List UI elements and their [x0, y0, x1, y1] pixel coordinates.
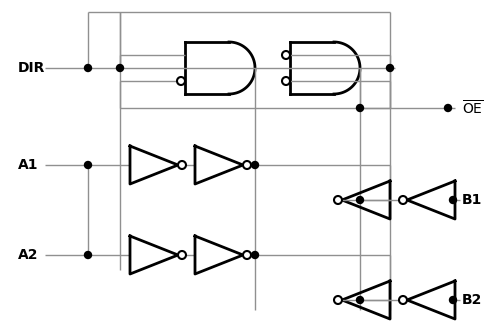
Circle shape [449, 196, 456, 203]
Circle shape [282, 51, 290, 59]
Text: $\overline{\mathrm{OE}}$: $\overline{\mathrm{OE}}$ [462, 99, 484, 117]
Circle shape [399, 296, 407, 304]
Text: DIR: DIR [18, 61, 45, 75]
Text: B1: B1 [462, 193, 483, 207]
Circle shape [251, 162, 258, 169]
Circle shape [178, 161, 186, 169]
Circle shape [84, 252, 91, 258]
Circle shape [251, 252, 258, 258]
Text: A1: A1 [18, 158, 39, 172]
Circle shape [334, 196, 342, 204]
Circle shape [243, 251, 251, 259]
Circle shape [357, 105, 364, 111]
Circle shape [399, 196, 407, 204]
Circle shape [282, 77, 290, 85]
Circle shape [334, 296, 342, 304]
Circle shape [178, 251, 186, 259]
Circle shape [449, 297, 456, 304]
Circle shape [177, 77, 185, 85]
Circle shape [386, 65, 393, 71]
Circle shape [357, 297, 364, 304]
Circle shape [357, 196, 364, 203]
Circle shape [84, 65, 91, 71]
Text: A2: A2 [18, 248, 39, 262]
Circle shape [444, 105, 451, 111]
Text: B2: B2 [462, 293, 483, 307]
Circle shape [117, 65, 124, 71]
Circle shape [243, 161, 251, 169]
Circle shape [84, 162, 91, 169]
